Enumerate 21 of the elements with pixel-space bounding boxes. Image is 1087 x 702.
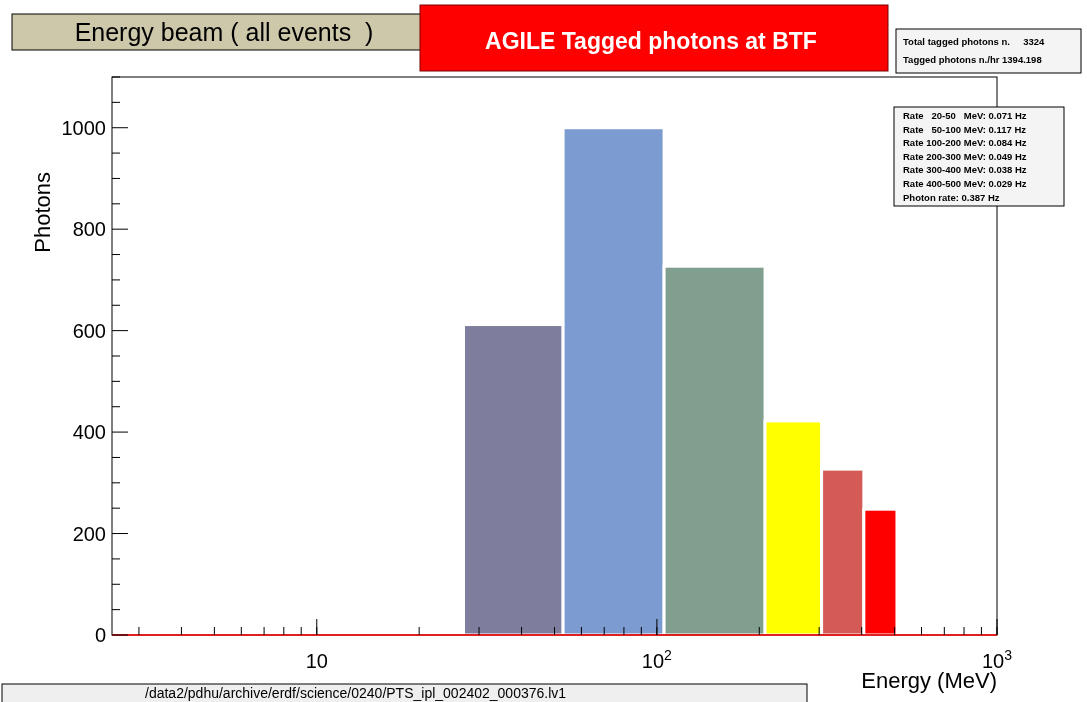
annotation: Photon rate: 0.387 Hz: [903, 191, 1000, 203]
y-tick-label: 1000: [61, 116, 106, 139]
annotation: Rate 200-300 MeV: 0.049 Hz: [903, 150, 1027, 162]
y-axis-title: Photons: [30, 172, 55, 253]
chart-subtitle: AGILE Tagged photons at BTF: [485, 28, 817, 54]
subtitle-panel: AGILE Tagged photons at BTF: [419, 4, 889, 72]
stats-panel: Total tagged photons n. 3324 Tagged photons n./hr 1394.198: [895, 28, 1082, 74]
annotation: Rate 300-400 MeV: 0.038 Hz: [903, 164, 1027, 176]
file-path-panel: /data2/pdhu/archive/erdf/science/0240/PTS_ipl_002402_000376.lv1: [1, 683, 808, 702]
x-tick-label: 10$^{2}$: [641, 647, 673, 672]
y-tick-label: 0: [94, 624, 106, 646]
annotation: Rate 100-200 MeV: 0.084 Hz: [903, 137, 1027, 149]
y-tick-label: 600: [72, 319, 106, 342]
annotation: Rate 50-100 MeV: 0.117 Hz: [903, 123, 1027, 135]
x-tick-label: 10: [305, 650, 328, 672]
chart-title: Energy beam ( all events ): [74, 18, 374, 46]
y-tick-label: 200: [72, 522, 106, 545]
annotation: Rate 400-500 MeV: 0.029 Hz: [903, 178, 1027, 189]
annotation: Rate 20-50 MeV: 0.071 Hz: [903, 110, 1027, 121]
y-tick-label: 800: [72, 218, 106, 241]
y-tick-label: 400: [72, 421, 106, 444]
